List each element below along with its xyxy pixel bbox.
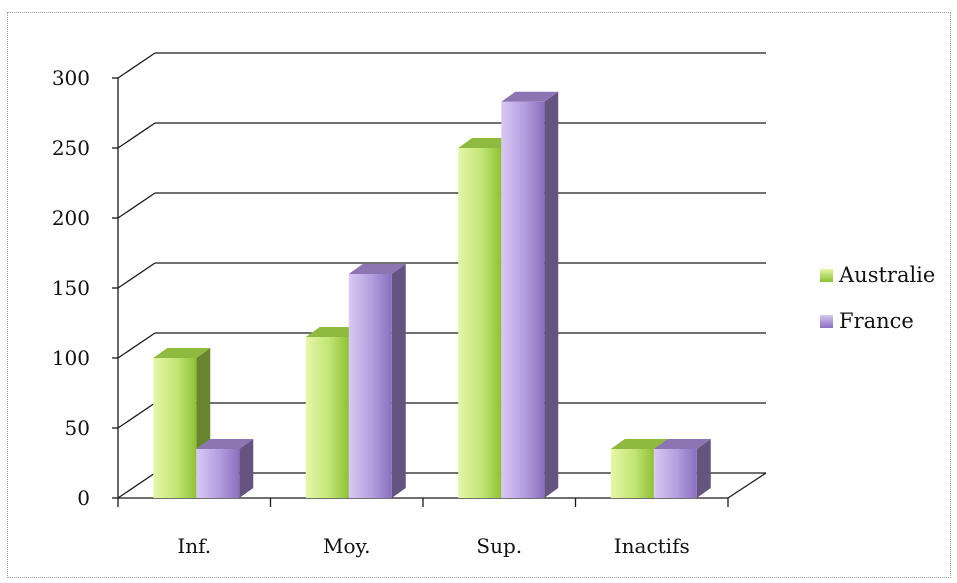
bar-top — [653, 439, 711, 449]
bar-front — [653, 449, 697, 498]
category-label-3: Inactifs — [614, 534, 690, 558]
bar-side — [391, 264, 406, 498]
bar-front — [153, 358, 197, 498]
ytick-label-100: 100 — [52, 346, 90, 370]
legend-swatch — [820, 315, 833, 328]
bar-France-Moy. — [348, 264, 406, 498]
bar-France-Inactifs — [653, 439, 711, 498]
ytick-label-250: 250 — [52, 136, 90, 160]
gridline-depth-0 — [117, 472, 156, 499]
gridline-depth-50 — [117, 402, 156, 429]
gridline-depth-300 — [117, 52, 156, 79]
chart-frame — [7, 12, 951, 578]
bar-top — [305, 327, 363, 337]
ytick-label-50: 50 — [65, 416, 90, 440]
category-label-0: Inf. — [177, 534, 211, 558]
bar-France-Inf. — [196, 439, 254, 498]
gridline-depth-200 — [117, 192, 156, 219]
ytick-label-200: 200 — [52, 206, 90, 230]
floor-right-edge — [727, 472, 767, 499]
bar-top — [348, 264, 406, 274]
bar-side — [544, 91, 559, 499]
bar-top — [153, 348, 211, 358]
bar-front — [348, 274, 392, 498]
legend-item-France: France — [820, 309, 914, 333]
bar-Australie-Inf. — [153, 348, 211, 498]
legend-item-Australie: Australie — [820, 263, 935, 287]
legend-swatch — [820, 269, 833, 282]
bar-top — [501, 91, 559, 102]
bar-front — [610, 449, 654, 498]
category-label-1: Moy. — [323, 534, 371, 558]
legend-label: Australie — [838, 263, 935, 287]
bar-top — [458, 138, 516, 148]
legend-label: France — [839, 309, 914, 333]
bar-side — [239, 439, 254, 498]
bar-front — [196, 449, 240, 498]
gridline-depth-100 — [117, 332, 156, 359]
bar-top — [610, 439, 668, 449]
bar-front — [501, 101, 545, 499]
bar-side — [696, 439, 711, 498]
bar-France-Sup. — [501, 91, 559, 499]
gridline-depth-150 — [117, 262, 156, 289]
bar-top — [196, 439, 254, 449]
gridline-depth-250 — [117, 122, 156, 149]
ytick-label-150: 150 — [52, 276, 90, 300]
ytick-label-0: 0 — [77, 486, 90, 510]
bar-front — [458, 148, 502, 498]
category-label-2: Sup. — [476, 534, 522, 558]
ytick-label-300: 300 — [52, 66, 90, 90]
bar-front — [305, 337, 349, 498]
